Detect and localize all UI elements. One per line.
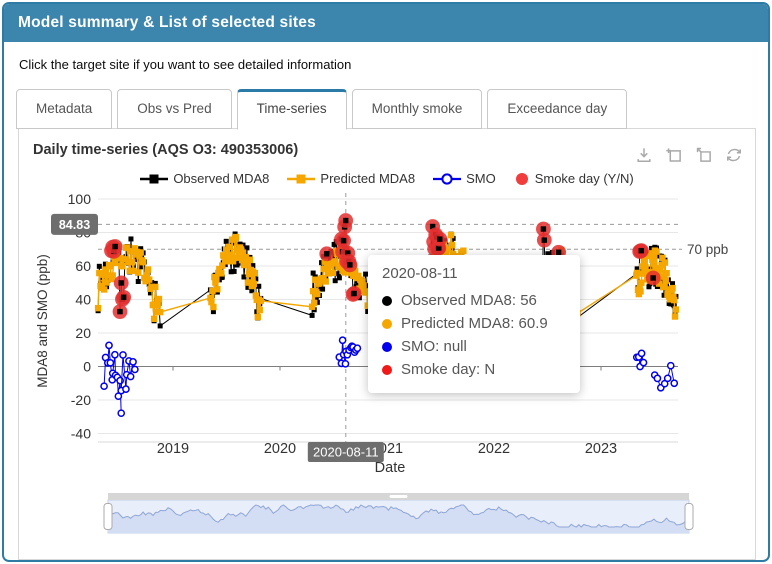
smoke-dot-icon (382, 364, 392, 375)
y-tick: -20 (71, 392, 91, 408)
tab-exceedance-day[interactable]: Exceedance day (487, 89, 628, 129)
slider-data-shadow (108, 505, 689, 533)
date-range-slider[interactable] (103, 493, 694, 535)
tab-time-series[interactable]: Time-series (236, 89, 347, 130)
observed-dot-icon (382, 295, 392, 306)
hover-tooltip: 2020-08-11 Observed MDA8: 56 Predicted M… (368, 255, 580, 393)
chart-toolbar (635, 146, 743, 164)
time-series-panel: Daily time-series (AQS O3: 490353006) (18, 128, 756, 560)
y-tick: 100 (68, 191, 92, 207)
axis-pointer-badges (51, 213, 384, 462)
refresh-icon[interactable] (725, 146, 743, 164)
x-tick: 2022 (478, 441, 510, 457)
legend-predicted-mda8[interactable]: Predicted MDA8 (287, 171, 415, 186)
box-zoom-icon[interactable] (665, 146, 683, 164)
legend-smoke-day[interactable]: Smoke day (Y/N) (514, 171, 634, 186)
tooltip-row-predicted: Predicted MDA8: 60.9 (382, 312, 566, 335)
x-pointer-badge: 2020-08-11 (313, 445, 379, 460)
legend-observed-mda8[interactable]: Observed MDA8 (140, 171, 269, 186)
instruction-text: Click the target site if you want to see… (19, 57, 352, 72)
predicted-marker-icon (287, 174, 316, 183)
smo-dot-icon (382, 341, 392, 352)
tab-bar: Metadata Obs vs Pred Time-series Monthly… (16, 89, 628, 130)
y-pointer-badge: 84.83 (59, 218, 90, 232)
tab-obs-vs-pred[interactable]: Obs vs Pred (117, 89, 232, 129)
legend-smo[interactable]: SMO (433, 171, 496, 186)
tooltip-date: 2020-08-11 (382, 265, 458, 282)
x-tick: 2023 (585, 441, 617, 457)
y-axis-title: MDA8 and SMO (ppb) (35, 254, 50, 388)
window-header: Model summary & List of selected sites (4, 4, 768, 42)
smoke-marker-icon (515, 172, 528, 185)
x-tick: 2019 (157, 441, 189, 457)
smo-marker-icon (433, 172, 462, 185)
slider-right-handle[interactable] (684, 503, 694, 530)
x-axis-title: Date (375, 460, 406, 476)
y-tick: -40 (71, 426, 91, 442)
tooltip-row-smoke: Smoke day: N (382, 358, 566, 381)
y-tick: 40 (75, 292, 91, 308)
threshold-label: 70 ppb (687, 242, 728, 257)
tooltip-row-observed: Observed MDA8: 56 (382, 289, 566, 312)
tooltip-row-smo: SMO: null (382, 335, 566, 358)
x-tick: 2020 (264, 441, 296, 457)
slider-left-handle[interactable] (103, 503, 113, 530)
observed-marker-icon (140, 174, 169, 183)
download-icon[interactable] (635, 146, 653, 164)
y-tick: 20 (75, 325, 91, 341)
chart-legend: Observed MDA8 Predicted MDA8 SMO (19, 171, 755, 186)
smoke-day-series (104, 213, 661, 319)
zoom-back-icon[interactable] (695, 146, 713, 164)
window-title: Model summary & List of selected sites (18, 14, 316, 31)
predicted-dot-icon (382, 318, 392, 329)
slider-data-line (107, 504, 690, 528)
slider-move-grip-icon[interactable] (389, 495, 408, 498)
tab-monthly-smoke[interactable]: Monthly smoke (351, 89, 483, 129)
y-tick: 60 (75, 258, 91, 274)
tab-metadata[interactable]: Metadata (16, 89, 113, 129)
y-tick: 0 (83, 359, 91, 375)
chart-title: Daily time-series (AQS O3: 490353006) (33, 142, 299, 158)
